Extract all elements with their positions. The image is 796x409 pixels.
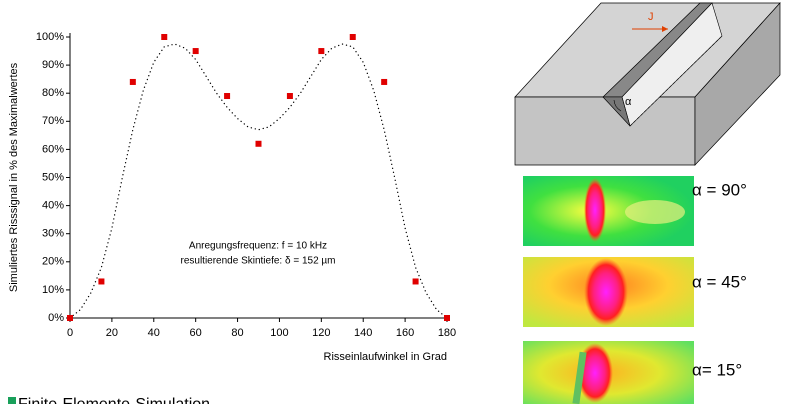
panel-label: α = 90° xyxy=(692,180,747,199)
x-axis-label: Risseinlaufwinkel in Grad xyxy=(324,351,448,363)
data-point xyxy=(255,140,262,147)
data-point xyxy=(192,48,199,55)
panel-label: α = 45° xyxy=(692,272,747,291)
note: Finite-Elemente-Simulation xyxy=(18,396,210,404)
annotation: resultierende Skintiefe: δ = 152 µm xyxy=(180,256,335,267)
x-tick-label: 0 xyxy=(67,327,73,339)
angle-label: α xyxy=(625,96,632,108)
x-tick-label: 40 xyxy=(148,327,160,339)
y-tick-label: 70% xyxy=(42,115,64,127)
y-tick-label: 10% xyxy=(42,284,64,296)
current-label: J xyxy=(648,11,654,23)
y-tick-label: 0% xyxy=(48,312,64,324)
data-point xyxy=(381,78,388,85)
x-tick-label: 20 xyxy=(106,327,118,339)
y-tick-label: 100% xyxy=(36,31,64,43)
y-tick-label: 80% xyxy=(42,87,64,99)
data-point xyxy=(98,278,105,285)
crack-diagram: J α xyxy=(514,2,781,166)
thermal-image xyxy=(523,257,694,327)
data-point xyxy=(349,34,356,40)
data-point xyxy=(224,93,231,100)
x-tick-label: 180 xyxy=(438,327,456,339)
annotation: Anregungsfrequenz: f = 10 kHz xyxy=(189,241,327,252)
y-tick-label: 90% xyxy=(42,59,64,71)
thermal-image xyxy=(523,176,694,246)
x-tick-label: 80 xyxy=(231,327,243,339)
data-point xyxy=(129,78,136,85)
x-tick-label: 140 xyxy=(354,327,372,339)
x-tick-label: 60 xyxy=(190,327,202,339)
y-tick-label: 20% xyxy=(42,256,64,268)
data-point xyxy=(67,315,73,321)
x-tick-label: 100 xyxy=(270,327,288,339)
data-point xyxy=(412,278,419,285)
note-marker xyxy=(8,397,16,405)
data-point xyxy=(318,48,325,55)
thermal-image xyxy=(523,341,694,405)
data-point xyxy=(444,315,450,321)
chart: 0% 10% 20% 30% 40% 50% 60% 70% 80% 90% 100% 0 20 40 60… xyxy=(8,31,456,409)
x-tick-label: 120 xyxy=(312,327,330,339)
data-point xyxy=(161,34,168,40)
fit-curve xyxy=(69,43,448,319)
panel-label: α= 15° xyxy=(692,360,742,379)
y-tick-label: 30% xyxy=(42,228,64,240)
y-axis-label: Simuliertes Risssignal in % des Maximalw… xyxy=(8,62,20,292)
y-tick-label: 60% xyxy=(42,143,64,155)
data-point xyxy=(286,93,293,100)
y-tick-label: 40% xyxy=(42,200,64,212)
y-tick-label: 50% xyxy=(42,171,64,183)
x-tick-label: 160 xyxy=(396,327,414,339)
